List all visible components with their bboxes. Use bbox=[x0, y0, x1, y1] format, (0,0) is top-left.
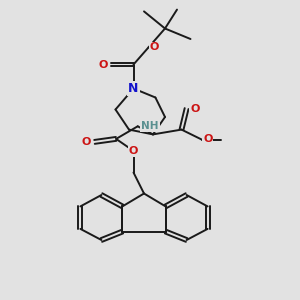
Text: O: O bbox=[190, 103, 200, 114]
Text: NH: NH bbox=[141, 121, 159, 131]
Text: N: N bbox=[128, 82, 139, 95]
Text: O: O bbox=[82, 137, 91, 147]
Text: O: O bbox=[98, 59, 107, 70]
Text: O: O bbox=[150, 42, 159, 52]
Text: O: O bbox=[129, 146, 138, 156]
Text: O: O bbox=[203, 134, 212, 145]
